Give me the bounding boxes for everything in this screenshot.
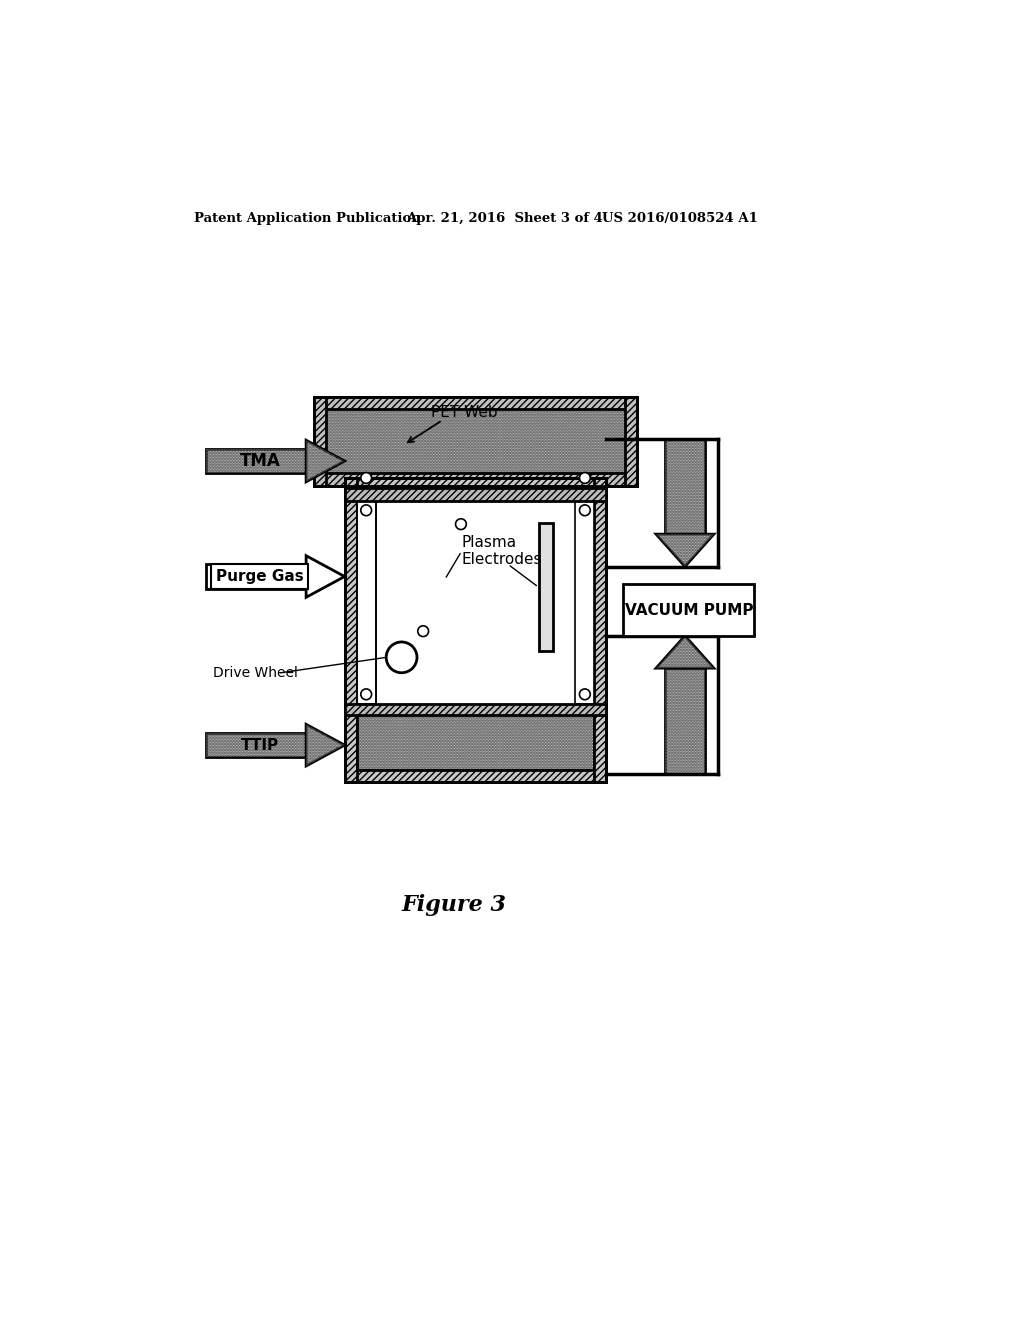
Bar xyxy=(665,440,705,535)
Circle shape xyxy=(360,689,372,700)
Text: Plasma
Electrodes: Plasma Electrodes xyxy=(462,535,542,568)
Bar xyxy=(357,486,594,488)
Bar xyxy=(357,486,594,488)
Text: Purge Gas: Purge Gas xyxy=(216,569,304,583)
Polygon shape xyxy=(306,725,345,766)
Text: Patent Application Publication: Patent Application Publication xyxy=(194,213,421,224)
Bar xyxy=(206,449,306,474)
Bar xyxy=(357,502,376,704)
Bar xyxy=(357,490,594,770)
Circle shape xyxy=(386,642,417,673)
Circle shape xyxy=(456,519,466,529)
Bar xyxy=(357,715,594,770)
Polygon shape xyxy=(656,535,714,566)
Bar xyxy=(313,397,637,486)
Bar xyxy=(313,397,637,486)
Bar xyxy=(389,533,465,599)
Bar xyxy=(206,449,306,474)
Circle shape xyxy=(580,473,590,483)
Bar xyxy=(357,715,594,770)
Text: TMA: TMA xyxy=(240,451,281,470)
Polygon shape xyxy=(306,441,345,482)
Bar xyxy=(594,478,606,781)
Bar xyxy=(313,397,637,486)
Bar xyxy=(665,440,705,535)
Bar xyxy=(345,488,606,502)
Bar xyxy=(357,486,594,488)
Text: Drive Wheel: Drive Wheel xyxy=(213,665,298,680)
Text: PET Web: PET Web xyxy=(431,405,498,420)
Bar xyxy=(665,668,705,775)
Bar xyxy=(206,564,306,589)
Bar xyxy=(313,397,637,409)
Polygon shape xyxy=(656,636,714,668)
Circle shape xyxy=(360,473,372,483)
Bar xyxy=(539,523,553,651)
Circle shape xyxy=(418,626,429,636)
Circle shape xyxy=(360,506,372,516)
Text: Apr. 21, 2016  Sheet 3 of 4: Apr. 21, 2016 Sheet 3 of 4 xyxy=(407,213,603,224)
Bar xyxy=(313,474,637,486)
Bar xyxy=(624,585,755,636)
Circle shape xyxy=(580,689,590,700)
Bar xyxy=(357,715,594,770)
Circle shape xyxy=(580,506,590,516)
Text: Figure 3: Figure 3 xyxy=(401,895,507,916)
Text: US 2016/0108524 A1: US 2016/0108524 A1 xyxy=(602,213,758,224)
Bar xyxy=(574,502,594,704)
Bar xyxy=(345,478,606,781)
Polygon shape xyxy=(306,556,345,598)
Bar xyxy=(625,397,637,486)
Bar xyxy=(665,668,705,775)
Bar xyxy=(345,704,606,715)
Bar xyxy=(345,478,606,490)
Bar xyxy=(313,397,326,486)
Bar xyxy=(206,733,306,758)
Bar xyxy=(206,733,306,758)
Bar xyxy=(345,478,357,781)
Text: TTIP: TTIP xyxy=(241,738,279,752)
Text: VACUUM PUMP: VACUUM PUMP xyxy=(625,602,753,618)
Bar xyxy=(345,770,606,781)
Bar xyxy=(357,502,376,704)
